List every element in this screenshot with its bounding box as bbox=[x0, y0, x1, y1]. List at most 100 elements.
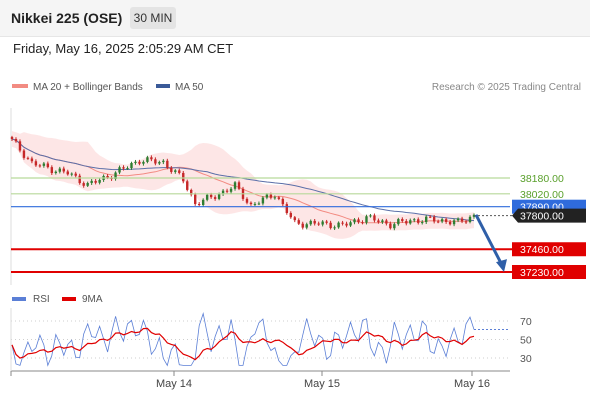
candle-body bbox=[432, 216, 436, 222]
candle-body bbox=[428, 216, 432, 218]
support-label-2: 37230.00 bbox=[520, 267, 564, 279]
timeframe-button[interactable]: 30 MIN bbox=[130, 7, 176, 29]
candle-body bbox=[281, 198, 285, 205]
candle-body bbox=[333, 227, 336, 229]
candle-body bbox=[253, 203, 257, 205]
candle-body bbox=[389, 223, 392, 229]
chart-header: Nikkei 225 (OSE) 30 MIN bbox=[0, 0, 590, 37]
candle-body bbox=[460, 218, 464, 222]
candle-body bbox=[233, 182, 237, 189]
resistance-label-2: 38020.00 bbox=[520, 189, 564, 201]
candle-body bbox=[456, 218, 460, 221]
legend-swatch-rsi-ma bbox=[62, 297, 76, 301]
candle-body bbox=[417, 219, 420, 223]
candle-body bbox=[401, 219, 404, 222]
candle-body bbox=[321, 221, 324, 225]
candle-body bbox=[154, 159, 157, 164]
candle-body bbox=[190, 189, 193, 195]
candle-body bbox=[261, 197, 265, 204]
instrument-title: Nikkei 225 (OSE) bbox=[11, 10, 123, 26]
x-tick-label-1: May 14 bbox=[156, 378, 192, 390]
candle-body bbox=[38, 165, 42, 167]
candle-body bbox=[197, 203, 201, 206]
candle-body bbox=[297, 220, 300, 224]
x-tick-label-3: May 16 bbox=[454, 378, 490, 390]
legend-swatch-rsi bbox=[12, 297, 26, 301]
candle-body bbox=[10, 137, 14, 140]
candle-body bbox=[345, 223, 348, 226]
candle-body bbox=[162, 160, 165, 163]
candle-body bbox=[98, 179, 101, 183]
candle-body bbox=[217, 193, 221, 199]
rsi-level-label-50: 50 bbox=[520, 335, 532, 347]
candle-body bbox=[393, 224, 396, 229]
candle-body bbox=[74, 173, 77, 176]
candle-body bbox=[273, 197, 277, 199]
candle-body bbox=[178, 170, 181, 173]
candle-body bbox=[158, 162, 161, 164]
candle-body bbox=[369, 215, 372, 217]
support-tag-1 bbox=[512, 242, 586, 257]
candle-body bbox=[361, 222, 364, 224]
candle-body bbox=[285, 204, 289, 214]
candle-body bbox=[118, 167, 121, 173]
last-price-tag bbox=[512, 208, 586, 223]
candle-body bbox=[54, 171, 58, 174]
candle-body bbox=[365, 216, 368, 223]
candle-body bbox=[46, 163, 50, 168]
candle-body bbox=[464, 221, 468, 223]
candle-body bbox=[166, 160, 169, 168]
candle-body bbox=[381, 220, 384, 223]
candle-body bbox=[94, 180, 97, 183]
candle-body bbox=[14, 139, 18, 142]
candle-body bbox=[90, 180, 93, 184]
candle-body bbox=[452, 220, 456, 225]
candle-body bbox=[329, 222, 332, 229]
candle-body bbox=[26, 157, 30, 159]
candle-body bbox=[373, 215, 376, 221]
candle-body bbox=[353, 219, 356, 223]
candle-body bbox=[309, 220, 312, 225]
candle-body bbox=[34, 161, 38, 166]
support-label-1: 37460.00 bbox=[520, 244, 564, 256]
candle-body bbox=[313, 220, 316, 224]
candle-body bbox=[126, 168, 129, 170]
candle-body bbox=[377, 220, 380, 223]
candle-body bbox=[78, 175, 81, 184]
candle-body bbox=[425, 216, 428, 223]
candle-body bbox=[209, 194, 213, 198]
candle-body bbox=[349, 222, 352, 226]
candle-body bbox=[58, 168, 61, 172]
resistance-label-1: 38180.00 bbox=[520, 173, 564, 185]
candle-body bbox=[62, 168, 65, 172]
candle-body bbox=[22, 150, 26, 158]
bollinger-band bbox=[12, 131, 474, 239]
candle-body bbox=[293, 217, 296, 221]
candle-body bbox=[138, 161, 141, 164]
candle-body bbox=[134, 161, 137, 163]
candle-body bbox=[237, 182, 241, 189]
candle-body bbox=[405, 221, 408, 224]
candle-body bbox=[289, 213, 292, 218]
candle-body bbox=[421, 222, 424, 224]
candle-body bbox=[42, 163, 46, 166]
candle-body bbox=[317, 223, 320, 225]
forecast-arrow-head bbox=[496, 259, 507, 272]
candle-body bbox=[337, 222, 340, 228]
legend-label-rsi-ma: 9MA bbox=[82, 294, 103, 305]
x-tick-label-2: May 15 bbox=[304, 378, 340, 390]
legend-swatch-ma20 bbox=[12, 84, 28, 88]
candle-body bbox=[201, 199, 205, 206]
candle-body bbox=[269, 194, 273, 198]
legend-swatch-ma50 bbox=[156, 84, 170, 88]
candle-body bbox=[182, 172, 185, 182]
candle-body bbox=[170, 167, 173, 172]
candle-body bbox=[249, 202, 253, 205]
candle-body bbox=[205, 194, 209, 200]
candle-body bbox=[86, 183, 89, 186]
legend-label-ma50: MA 50 bbox=[175, 82, 204, 93]
chart-datetime: Friday, May 16, 2025 2:05:29 AM CET bbox=[13, 41, 234, 56]
chart-credit: Research © 2025 Trading Central bbox=[432, 82, 581, 93]
candle-body bbox=[229, 188, 233, 192]
